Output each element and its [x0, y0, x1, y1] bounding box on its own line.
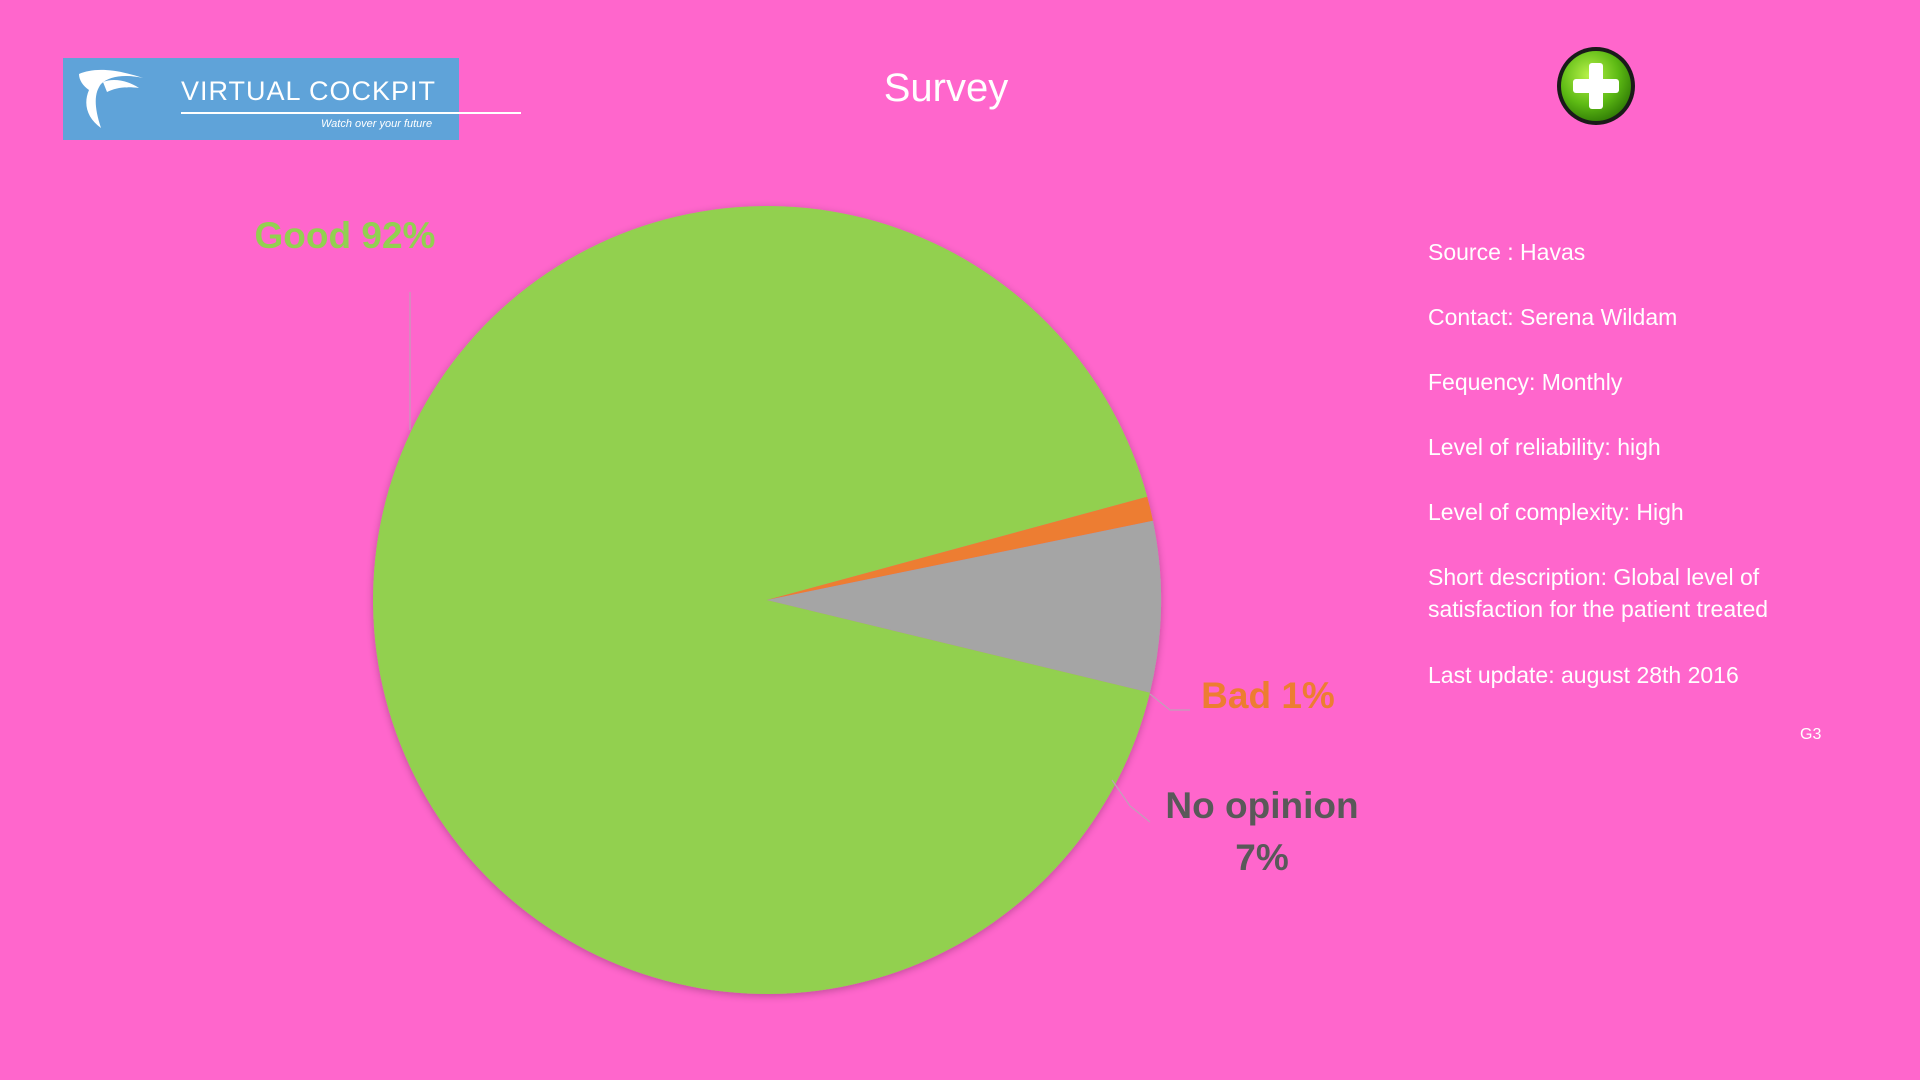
plus-icon	[1557, 47, 1635, 125]
logo-underline	[181, 112, 521, 114]
data-label-no-opinion: No opinion 7%	[1165, 785, 1358, 878]
virtual-cockpit-logo: VIRTUAL COCKPIT Watch over your future	[63, 58, 521, 140]
logo-tagline: Watch over your future	[321, 118, 433, 130]
add-button[interactable]	[1555, 45, 1637, 127]
info-source: Source : Havas	[1428, 239, 1586, 265]
info-complexity: Level of complexity: High	[1428, 499, 1684, 525]
data-label-good: Good 92%	[255, 215, 436, 256]
info-description-line2: satisfaction for the patient treated	[1428, 596, 1769, 622]
info-description-line1: Short description: Global level of	[1428, 564, 1760, 590]
logo-brand: VIRTUAL COCKPIT	[181, 76, 437, 106]
info-description: Short description: Global level of satis…	[1428, 561, 1858, 625]
leader-line-bad	[1149, 693, 1190, 711]
info-last-update: Last update: august 28th 2016	[1428, 662, 1739, 688]
info-reliability: Level of reliability: high	[1428, 434, 1661, 460]
leader-line-no-opinion	[1111, 779, 1151, 823]
page-title: Survey	[883, 66, 1009, 110]
info-panel: Source : Havas Contact: Serena Wildam Fe…	[1428, 236, 1858, 724]
pie-slice-no-opinion	[767, 520, 1161, 693]
pie-slice-good	[373, 205, 1150, 994]
chart-code: G3	[1800, 726, 1822, 743]
eagle-icon	[79, 69, 143, 128]
info-frequency: Fequency: Monthly	[1428, 369, 1623, 395]
data-label-bad: Bad 1%	[1201, 675, 1335, 716]
info-contact: Contact: Serena Wildam	[1428, 304, 1678, 330]
pie-slice-bad	[767, 496, 1153, 600]
